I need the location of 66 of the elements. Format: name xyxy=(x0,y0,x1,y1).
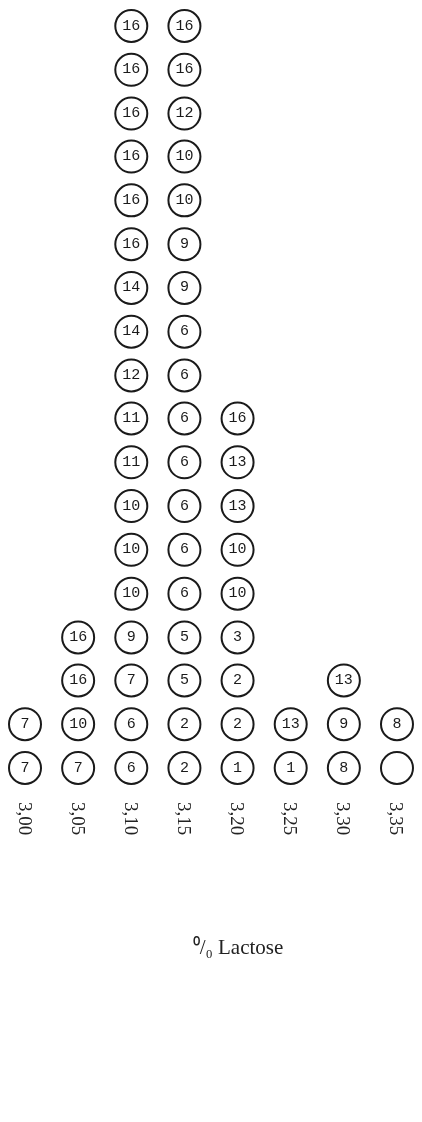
annotation: 8 xyxy=(339,759,349,777)
annotation: 8 xyxy=(392,715,402,733)
annotation: 12 xyxy=(122,366,141,384)
annotation: 9 xyxy=(179,279,189,297)
annotation: 9 xyxy=(339,715,349,733)
annotation: 6 xyxy=(179,410,189,428)
annotation: 7 xyxy=(20,715,30,733)
annotation: 10 xyxy=(175,191,194,209)
annotation: 2 xyxy=(233,671,243,689)
annotation: 16 xyxy=(122,191,141,209)
annotation: 7 xyxy=(20,759,30,777)
annotation: 10 xyxy=(175,148,194,166)
annotation: 7 xyxy=(126,671,136,689)
x-tick-label: 3,35 xyxy=(386,802,408,836)
annotation: 10 xyxy=(228,541,247,559)
x-tick-label: 3,30 xyxy=(333,802,355,836)
annotation: 7 xyxy=(73,759,83,777)
annotation: 9 xyxy=(126,628,136,646)
x-axis-title: ⁰/₀ Lactose xyxy=(191,934,285,960)
annotation: 13 xyxy=(281,715,300,733)
annotation: 16 xyxy=(228,410,247,428)
annotation: 6 xyxy=(179,453,189,471)
annotation: 6 xyxy=(126,715,136,733)
annotation: 16 xyxy=(122,235,141,253)
annotation: 16 xyxy=(122,148,141,166)
annotation: 3 xyxy=(233,628,243,646)
annotation: 6 xyxy=(179,366,189,384)
annotation: 5 xyxy=(179,628,189,646)
annotation: 9 xyxy=(179,235,189,253)
annotation: 13 xyxy=(228,497,247,515)
annotation: 2 xyxy=(179,759,189,777)
x-tick-label: 3,20 xyxy=(227,802,249,836)
annotation: 5 xyxy=(179,671,189,689)
annotation: 16 xyxy=(175,61,194,79)
x-tick-label: 3,05 xyxy=(67,802,89,836)
annotation: 6 xyxy=(179,497,189,515)
annotation: 13 xyxy=(334,671,353,689)
x-tick-label: 3,15 xyxy=(173,802,195,836)
annotation: 16 xyxy=(122,17,141,35)
x-tick-label: 3,10 xyxy=(120,802,142,836)
annotation: 2 xyxy=(233,715,243,733)
annotation: 6 xyxy=(126,759,136,777)
x-tick-label: 3,00 xyxy=(14,802,36,836)
annotation: 10 xyxy=(228,585,247,603)
annotation: 10 xyxy=(122,497,141,515)
annotation: 2 xyxy=(179,715,189,733)
annotation: 6 xyxy=(179,541,189,559)
annotation: 10 xyxy=(122,585,141,603)
annotation: 12 xyxy=(175,105,194,123)
annotation: 16 xyxy=(175,17,194,35)
annotation: 16 xyxy=(122,105,141,123)
annotation: 1 xyxy=(286,759,296,777)
annotation: 16 xyxy=(122,61,141,79)
annotation: 6 xyxy=(179,585,189,603)
annotation: 14 xyxy=(122,323,141,341)
annotation: 1 xyxy=(233,759,243,777)
annotation: 13 xyxy=(228,453,247,471)
annotation: 14 xyxy=(122,279,141,297)
annotation: 10 xyxy=(69,715,88,733)
annotation: 16 xyxy=(69,628,88,646)
annotation: 10 xyxy=(122,541,141,559)
x-tick-label: 3,25 xyxy=(280,802,302,836)
annotation: 11 xyxy=(122,410,141,428)
annotation: 16 xyxy=(69,671,88,689)
annotation: 11 xyxy=(122,453,141,471)
annotation: 6 xyxy=(179,323,189,341)
